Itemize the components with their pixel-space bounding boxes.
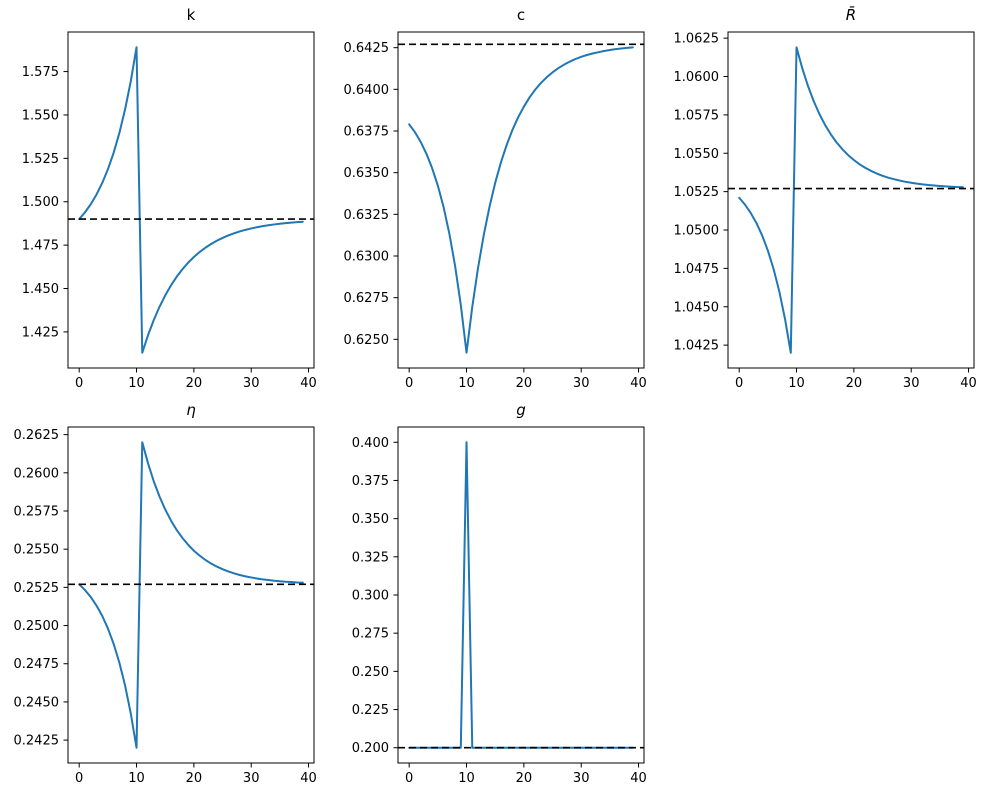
svg-text:0.6400: 0.6400	[344, 83, 390, 98]
svg-text:1.475: 1.475	[22, 239, 59, 254]
chart-svg-c: 0 10 20 30 40 0.6250 0.6275 0.6300 0.6325 0.6350 0…	[344, 31, 647, 391]
svg-text:30: 30	[573, 771, 590, 786]
svg-text:0.2475: 0.2475	[14, 657, 60, 672]
svg-text:20: 20	[186, 771, 203, 786]
svg-text:0.325: 0.325	[352, 550, 389, 565]
svg-text:0.350: 0.350	[352, 512, 389, 527]
svg-text:1.550: 1.550	[22, 108, 59, 123]
svg-text:30: 30	[243, 376, 260, 391]
svg-text:0.6275: 0.6275	[344, 291, 390, 306]
svg-text:0.200: 0.200	[352, 741, 389, 756]
svg-text:1.0450: 1.0450	[674, 300, 720, 315]
svg-text:0.225: 0.225	[352, 703, 389, 718]
svg-text:0.6300: 0.6300	[344, 250, 390, 265]
svg-text:0: 0	[405, 771, 413, 786]
svg-text:1.0425: 1.0425	[674, 339, 720, 354]
subplot-title-eta: η	[186, 401, 196, 419]
svg-text:1.525: 1.525	[22, 152, 59, 167]
svg-text:0.2500: 0.2500	[14, 619, 60, 634]
svg-text:0: 0	[405, 376, 413, 391]
chart-svg-k: 0 10 20 30 40 1.425 1.450 1.475 1.500 1.525 1.550 1…	[22, 31, 317, 391]
svg-text:0.6250: 0.6250	[344, 333, 390, 348]
subplot-k: k 0 10 20 30 40 1.425 1.450 1.475 1.500 1.525 1.55…	[0, 0, 330, 395]
svg-text:0: 0	[75, 771, 83, 786]
svg-text:0.6375: 0.6375	[344, 125, 390, 140]
svg-text:0.400: 0.400	[352, 436, 389, 451]
chart-svg-rbar: 0 10 20 30 40 1.0425 1.0450 1.0475 1.0500 1.0525 1…	[674, 31, 977, 391]
svg-text:1.0600: 1.0600	[674, 70, 720, 85]
svg-text:0.375: 0.375	[352, 474, 389, 489]
svg-text:0.2550: 0.2550	[14, 543, 60, 558]
svg-text:1.500: 1.500	[22, 195, 59, 210]
subplot-title-g: g	[516, 401, 526, 419]
svg-text:1.0500: 1.0500	[674, 224, 720, 239]
svg-text:30: 30	[243, 771, 260, 786]
svg-text:0: 0	[75, 376, 83, 391]
svg-text:0.6325: 0.6325	[344, 208, 390, 223]
svg-text:10: 10	[788, 376, 805, 391]
svg-text:0: 0	[735, 376, 743, 391]
subplot-rbar: R̄ 0 10 20 30 40 1.0425 1.0450 1.0475 1.0500 1.05…	[660, 0, 989, 395]
svg-text:20: 20	[516, 376, 533, 391]
subplot-g: g 0 10 20 30 40 0.200 0.225 0.250 0.275 0.300 0.32…	[330, 395, 660, 790]
svg-text:1.0625: 1.0625	[674, 32, 720, 47]
svg-text:1.0550: 1.0550	[674, 147, 720, 162]
svg-text:0.2625: 0.2625	[14, 428, 60, 443]
svg-text:0.275: 0.275	[352, 627, 389, 642]
svg-text:0.2425: 0.2425	[14, 734, 60, 749]
subplot-title-rbar: R̄	[845, 6, 857, 24]
svg-text:40: 40	[960, 376, 977, 391]
svg-text:40: 40	[300, 771, 317, 786]
svg-text:40: 40	[630, 771, 647, 786]
svg-text:20: 20	[186, 376, 203, 391]
svg-text:0.6350: 0.6350	[344, 166, 390, 181]
svg-text:0.2575: 0.2575	[14, 505, 60, 520]
subplot-eta: η 0 10 20 30 40 0.2425 0.2450 0.2475 0.2500 0.252…	[0, 395, 330, 790]
svg-text:40: 40	[630, 376, 647, 391]
svg-text:1.0525: 1.0525	[674, 185, 720, 200]
svg-text:10: 10	[458, 771, 475, 786]
svg-text:10: 10	[128, 376, 145, 391]
svg-text:30: 30	[903, 376, 920, 391]
svg-text:1.575: 1.575	[22, 65, 59, 80]
svg-text:0.2525: 0.2525	[14, 581, 60, 596]
svg-text:20: 20	[846, 376, 863, 391]
svg-text:0.2600: 0.2600	[14, 466, 60, 481]
chart-svg-eta: 0 10 20 30 40 0.2425 0.2450 0.2475 0.2500 0.2525 0…	[14, 426, 317, 786]
svg-text:10: 10	[458, 376, 475, 391]
svg-text:10: 10	[128, 771, 145, 786]
svg-text:1.0575: 1.0575	[674, 108, 720, 123]
svg-text:0.300: 0.300	[352, 589, 389, 604]
subplot-title-k: k	[186, 6, 196, 24]
svg-text:1.425: 1.425	[22, 325, 59, 340]
svg-text:0.6425: 0.6425	[344, 41, 390, 56]
svg-text:0.2450: 0.2450	[14, 695, 60, 710]
svg-text:1.0475: 1.0475	[674, 262, 720, 277]
svg-text:30: 30	[573, 376, 590, 391]
subplot-c: c 0 10 20 30 40 0.6250 0.6275 0.6300 0.6325 0.635…	[330, 0, 660, 395]
svg-text:0.250: 0.250	[352, 665, 389, 680]
chart-svg-g: 0 10 20 30 40 0.200 0.225 0.250 0.275 0.300 0.325 0…	[352, 426, 647, 786]
svg-text:1.450: 1.450	[22, 282, 59, 297]
subplot-title-c: c	[516, 6, 526, 24]
svg-text:40: 40	[300, 376, 317, 391]
svg-text:20: 20	[516, 771, 533, 786]
